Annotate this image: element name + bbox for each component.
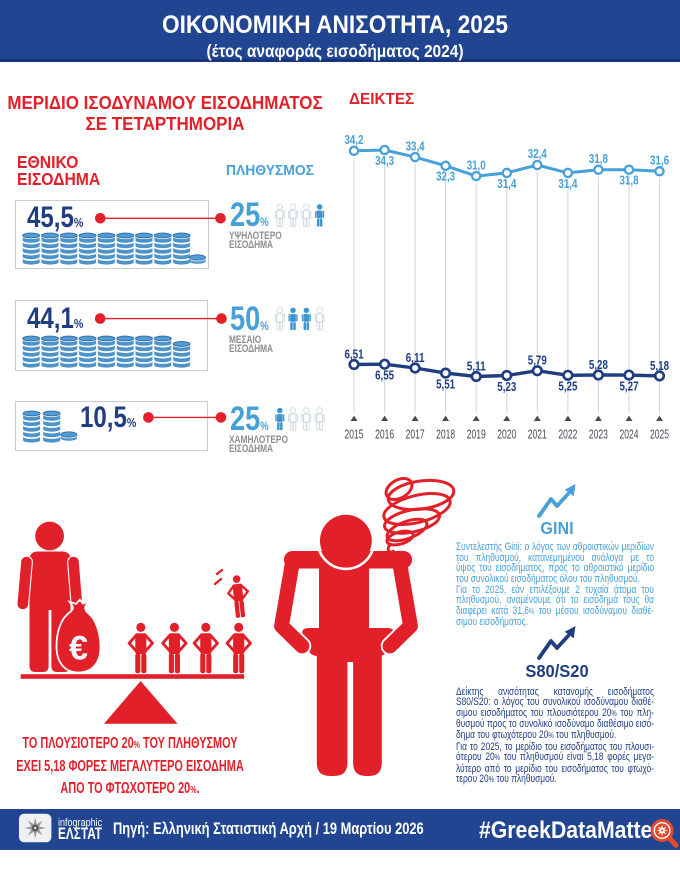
svg-text:2025: 2025 <box>650 427 669 442</box>
svg-text:5,11: 5,11 <box>467 359 486 374</box>
svg-text:2022: 2022 <box>558 427 577 442</box>
svg-text:31,8: 31,8 <box>589 151 608 166</box>
svg-text:31,8: 31,8 <box>620 173 639 188</box>
svg-text:31,6: 31,6 <box>650 153 669 168</box>
svg-text:6,51: 6,51 <box>345 347 364 362</box>
svg-text:2019: 2019 <box>467 427 486 442</box>
svg-text:34,2: 34,2 <box>345 132 364 147</box>
svg-text:34,3: 34,3 <box>375 153 394 168</box>
svg-text:2016: 2016 <box>375 427 394 442</box>
svg-text:5,28: 5,28 <box>589 357 608 372</box>
svg-text:5,23: 5,23 <box>497 379 516 394</box>
svg-text:6,55: 6,55 <box>375 368 394 383</box>
svg-text:31,0: 31,0 <box>467 157 486 172</box>
svg-text:31,4: 31,4 <box>497 176 517 191</box>
svg-text:5,51: 5,51 <box>436 377 455 392</box>
svg-text:5,79: 5,79 <box>528 353 547 368</box>
svg-text:5,25: 5,25 <box>558 379 577 394</box>
svg-text:32,3: 32,3 <box>436 169 455 184</box>
svg-text:2018: 2018 <box>436 427 455 442</box>
svg-text:5,18: 5,18 <box>650 358 669 373</box>
svg-text:2015: 2015 <box>345 427 364 442</box>
svg-text:€: € <box>69 630 88 668</box>
svg-text:6,11: 6,11 <box>406 350 425 365</box>
svg-text:2017: 2017 <box>406 427 425 442</box>
svg-text:2020: 2020 <box>497 427 516 442</box>
svg-text:33,4: 33,4 <box>406 138 426 153</box>
svg-text:2024: 2024 <box>620 427 639 442</box>
svg-text:2023: 2023 <box>589 427 608 442</box>
svg-text:32,4: 32,4 <box>528 146 548 161</box>
svg-text:31,4: 31,4 <box>558 176 578 191</box>
svg-text:2021: 2021 <box>528 427 547 442</box>
svg-text:5,27: 5,27 <box>620 379 639 394</box>
